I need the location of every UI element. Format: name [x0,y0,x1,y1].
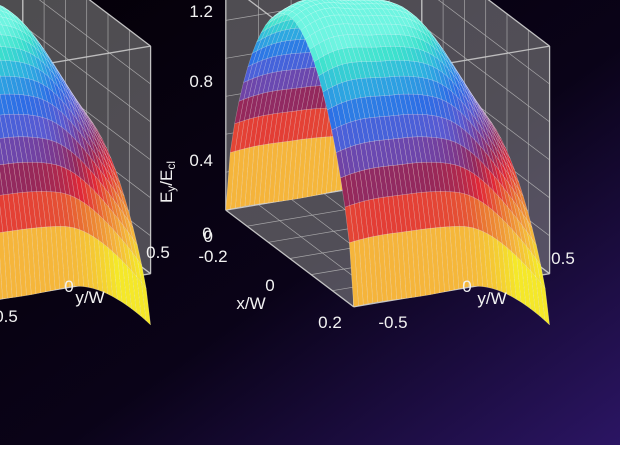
svg-text:y/W: y/W [75,288,104,307]
svg-text:-0.2: -0.2 [198,247,227,266]
svg-text:x/W: x/W [236,294,265,313]
svg-text:0.5: 0.5 [0,307,18,326]
svg-text:0.8: 0.8 [189,72,213,91]
svg-text:0: 0 [64,277,73,296]
svg-text:0.2: 0.2 [318,313,342,332]
svg-text:0.4: 0.4 [189,151,213,170]
svg-text:0: 0 [265,276,274,295]
svg-text:1.2: 1.2 [189,2,213,21]
svg-text:0: 0 [462,277,471,296]
svg-text:-0.5: -0.5 [378,313,407,332]
svg-text:0.5: 0.5 [551,249,575,268]
svg-text:y/W: y/W [477,289,506,308]
svg-text:0: 0 [202,224,211,243]
svg-text:0.5: 0.5 [146,243,170,262]
